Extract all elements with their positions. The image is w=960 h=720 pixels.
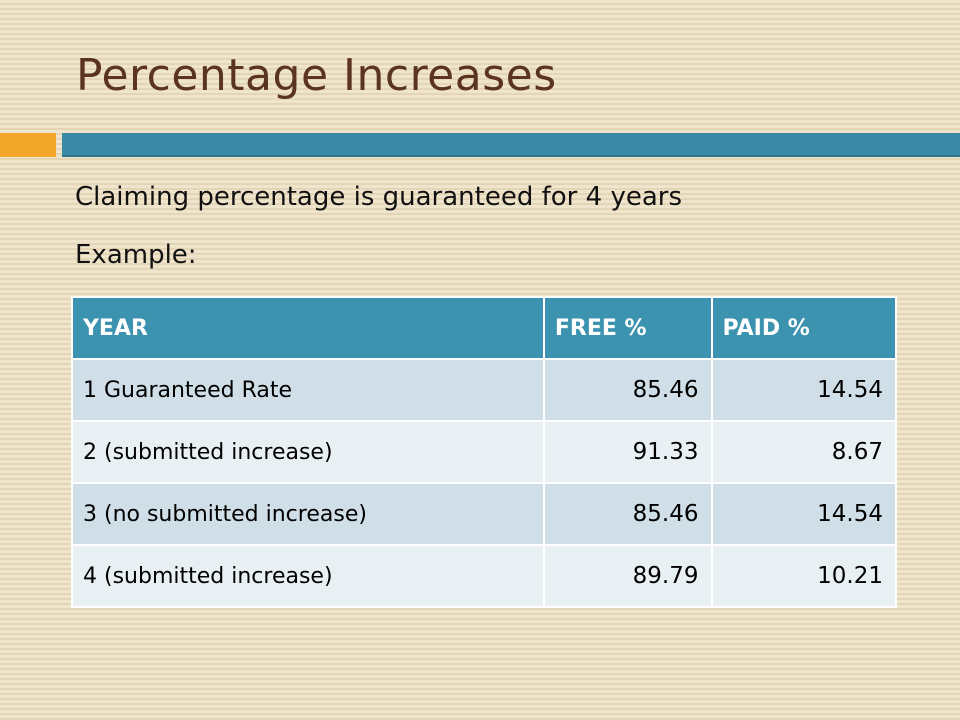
paid-cell: 8.67 [710, 420, 897, 484]
percentage-table: YEAR FREE % PAID % 1 Guaranteed Rate 85.… [71, 296, 897, 608]
year-cell: 1 Guaranteed Rate [71, 358, 545, 422]
free-cell: 85.46 [542, 482, 713, 546]
paid-cell: 14.54 [710, 482, 897, 546]
free-cell: 91.33 [542, 420, 713, 484]
free-cell: 89.79 [542, 544, 713, 608]
accent-bar-teal [62, 133, 960, 157]
table-row: 1 Guaranteed Rate 85.46 14.54 [71, 358, 897, 422]
year-cell: 2 (submitted increase) [71, 420, 545, 484]
year-cell: 3 (no submitted increase) [71, 482, 545, 546]
table-row: 4 (submitted increase) 89.79 10.21 [71, 544, 897, 608]
header-year: YEAR [71, 296, 545, 360]
bullet-example: Example: [75, 240, 197, 270]
header-free-percent: FREE % [542, 296, 713, 360]
table-row: 2 (submitted increase) 91.33 8.67 [71, 420, 897, 484]
table-row: 3 (no submitted increase) 85.46 14.54 [71, 482, 897, 546]
year-cell: 4 (submitted increase) [71, 544, 545, 608]
paid-cell: 10.21 [710, 544, 897, 608]
header-paid-percent: PAID % [710, 296, 897, 360]
free-cell: 85.46 [542, 358, 713, 422]
table-header-row: YEAR FREE % PAID % [71, 296, 897, 360]
accent-block-orange [0, 133, 56, 157]
paid-cell: 14.54 [710, 358, 897, 422]
bullet-claiming-percentage: Claiming percentage is guaranteed for 4 … [75, 182, 682, 212]
slide-title: Percentage Increases [76, 50, 557, 101]
